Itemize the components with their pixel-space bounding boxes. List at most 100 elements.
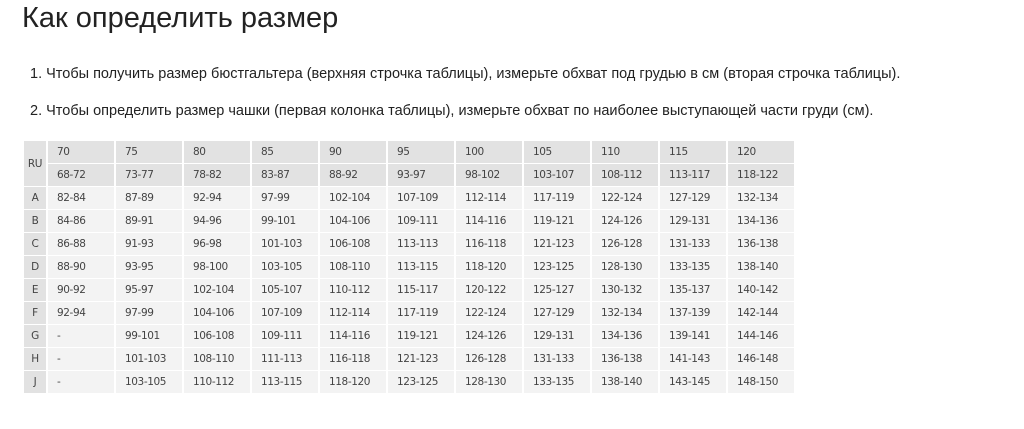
table-cell: 106-108 [320, 233, 386, 255]
size-header: 95 [388, 141, 454, 163]
cup-label: B [24, 210, 46, 232]
table-cell: 123-125 [524, 256, 590, 278]
table-cell: 89-91 [116, 210, 182, 232]
table-cell: 148-150 [728, 371, 794, 393]
table-cell: 116-118 [456, 233, 522, 255]
table-cell: 97-99 [116, 302, 182, 324]
table-row: B 84-86 89-91 94-96 99-101 104-106 109-111 114-… [24, 210, 794, 232]
table-cell: 117-119 [388, 302, 454, 324]
table-cell: 120-122 [456, 279, 522, 301]
table-cell: 109-111 [252, 325, 318, 347]
table-cell: 107-109 [252, 302, 318, 324]
table-cell: 131-133 [660, 233, 726, 255]
table-cell: 115-117 [388, 279, 454, 301]
table-cell: 136-138 [592, 348, 658, 370]
table-cell: 99-101 [252, 210, 318, 232]
table-row: E 90-92 95-97 102-104 105-107 110-112 115-117 1… [24, 279, 794, 301]
size-header: 110 [592, 141, 658, 163]
table-cell: 119-121 [388, 325, 454, 347]
table-cell: 134-136 [728, 210, 794, 232]
table-cell: 118-120 [456, 256, 522, 278]
table-row: J -103-105 110-112 113-115 118-120 123-125 128… [24, 371, 794, 393]
table-cell: 113-113 [388, 233, 454, 255]
instruction-1: 1. Чтобы получить размер бюстгальтера (в… [30, 66, 901, 82]
table-row: G -99-101 106-108 109-111 114-116 119-121 124-… [24, 325, 794, 347]
underbust-header: 98-102 [456, 164, 522, 186]
cup-label: G [24, 325, 46, 347]
table-cell: 92-94 [184, 187, 250, 209]
table-cell: 104-106 [184, 302, 250, 324]
table-cell: 112-114 [320, 302, 386, 324]
table-cell: 112-114 [456, 187, 522, 209]
underbust-header: 73-77 [116, 164, 182, 186]
underbust-header: 83-87 [252, 164, 318, 186]
table-cell: 92-94 [48, 302, 114, 324]
table-cell: 128-130 [456, 371, 522, 393]
table-cell: 114-116 [320, 325, 386, 347]
table-cell: 141-143 [660, 348, 726, 370]
table-cell: 82-84 [48, 187, 114, 209]
table-cell: 108-110 [184, 348, 250, 370]
header-row-sizes: RU 70 75 80 85 90 95 100 105 110 115 120 [24, 141, 794, 186]
corner-label: RU [24, 141, 46, 186]
table-cell: 107-109 [388, 187, 454, 209]
table-cell: 90-92 [48, 279, 114, 301]
cup-label: A [24, 187, 46, 209]
page-title: Как определить размер [22, 2, 339, 34]
table-cell: 93-95 [116, 256, 182, 278]
table-cell: 132-134 [592, 302, 658, 324]
table-cell: 98-100 [184, 256, 250, 278]
table-cell: 133-135 [660, 256, 726, 278]
table-row: H -101-103 108-110 111-113 116-118 121-123 126… [24, 348, 794, 370]
table-cell: 126-128 [456, 348, 522, 370]
table-cell: 122-124 [456, 302, 522, 324]
table-cell: 111-113 [252, 348, 318, 370]
table-cell: 105-107 [252, 279, 318, 301]
table-cell: 84-86 [48, 210, 114, 232]
table-row: D 88-90 93-95 98-100 103-105 108-110 113-115 11… [24, 256, 794, 278]
table-cell: 103-105 [116, 371, 182, 393]
table-cell: 91-93 [116, 233, 182, 255]
table-cell: 87-89 [116, 187, 182, 209]
header-row-underbust: 68-72 73-77 78-82 83-87 88-92 93-97 98-102 103-… [24, 164, 794, 186]
table-cell: 137-139 [660, 302, 726, 324]
table-cell: 118-120 [320, 371, 386, 393]
size-header: 100 [456, 141, 522, 163]
size-header: 75 [116, 141, 182, 163]
table-cell: 110-112 [184, 371, 250, 393]
table-cell: 102-104 [184, 279, 250, 301]
size-header: 70 [48, 141, 114, 163]
table-cell: 99-101 [116, 325, 182, 347]
size-header: 115 [660, 141, 726, 163]
table-cell: 110-112 [320, 279, 386, 301]
table-cell: 101-103 [252, 233, 318, 255]
table-cell: 124-126 [592, 210, 658, 232]
table-cell: 108-110 [320, 256, 386, 278]
table-cell: 102-104 [320, 187, 386, 209]
table-cell: 136-138 [728, 233, 794, 255]
table-cell: 129-131 [660, 210, 726, 232]
table-cell: 135-137 [660, 279, 726, 301]
table-cell: 96-98 [184, 233, 250, 255]
underbust-header: 113-117 [660, 164, 726, 186]
table-cell: 139-141 [660, 325, 726, 347]
table-cell: 109-111 [388, 210, 454, 232]
table-cell: 124-126 [456, 325, 522, 347]
size-header: 90 [320, 141, 386, 163]
size-header: 105 [524, 141, 590, 163]
table-cell: 86-88 [48, 233, 114, 255]
table-row: A 82-84 87-89 92-94 97-99 102-104 107-109 112-1… [24, 187, 794, 209]
table-cell: 116-118 [320, 348, 386, 370]
table-cell: 132-134 [728, 187, 794, 209]
size-table: RU 70 75 80 85 90 95 100 105 110 115 120 68-72 73-77 7… [22, 140, 796, 394]
table-cell: 138-140 [728, 256, 794, 278]
table-cell: 130-132 [592, 279, 658, 301]
table-cell: 129-131 [524, 325, 590, 347]
table-cell: 127-129 [660, 187, 726, 209]
table-cell: 121-123 [524, 233, 590, 255]
instruction-2: 2. Чтобы определить размер чашки (первая… [30, 103, 874, 119]
table-cell: 104-106 [320, 210, 386, 232]
cup-label: J [24, 371, 46, 393]
cup-label: C [24, 233, 46, 255]
size-header: 120 [728, 141, 794, 163]
